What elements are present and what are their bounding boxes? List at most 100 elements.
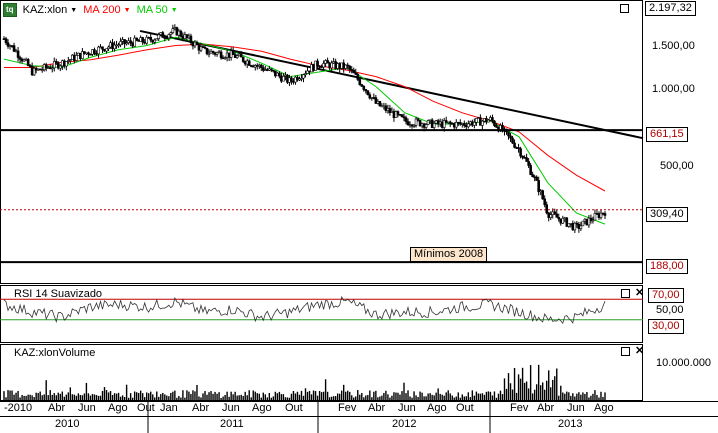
- ma200-label[interactable]: MA 200: [83, 3, 121, 16]
- candle-body: [460, 123, 464, 125]
- candle-body: [89, 53, 92, 56]
- candle-body: [155, 38, 159, 41]
- volume-title[interactable]: KAZ:xlonVolume: [14, 347, 96, 359]
- candle-body: [211, 50, 215, 54]
- month-label: Abr: [537, 402, 555, 414]
- candle-body: [537, 180, 540, 193]
- candle-body: [571, 223, 575, 231]
- volume-maximize-icon[interactable]: [621, 347, 630, 356]
- candle-body: [491, 117, 494, 122]
- candle-body: [42, 64, 46, 70]
- candle-body: [501, 124, 504, 132]
- candle-body: [123, 39, 126, 45]
- candle-body: [259, 64, 263, 68]
- candle-body: [310, 64, 313, 73]
- candle-body: [386, 108, 390, 111]
- candle-body: [338, 63, 341, 69]
- candle-body: [471, 121, 474, 126]
- candle-body: [48, 67, 52, 70]
- maximize-icon[interactable]: [620, 4, 629, 13]
- candle-body: [113, 44, 116, 50]
- candle-body: [452, 123, 456, 128]
- candle-body: [579, 225, 583, 229]
- month-label: Abr: [192, 402, 210, 414]
- candle-body: [529, 165, 532, 175]
- candle-body: [79, 52, 82, 59]
- candle-body: [304, 73, 307, 76]
- rsi-maximize-icon[interactable]: [621, 289, 630, 298]
- ma50-label[interactable]: MA 50: [136, 3, 168, 16]
- candle-body: [390, 110, 394, 113]
- candle-body: [551, 211, 555, 215]
- candle-body: [589, 217, 593, 221]
- month-label: Ago: [252, 402, 272, 414]
- candle-body: [117, 44, 120, 47]
- ticker-dropdown-icon[interactable]: ▼: [70, 6, 78, 14]
- candle-body: [412, 125, 416, 127]
- candle-body: [521, 155, 524, 158]
- candle-body: [257, 64, 261, 67]
- candle-body: [247, 60, 251, 66]
- candle-body: [177, 30, 181, 36]
- price-tick-1500: 1.500,00: [652, 40, 695, 52]
- candle-body: [400, 114, 404, 118]
- candle-body: [109, 42, 112, 48]
- candle-body: [312, 64, 315, 71]
- candle-body: [227, 52, 231, 58]
- month-label: Abr: [48, 402, 66, 414]
- candle-body: [20, 58, 24, 62]
- candle-body: [583, 218, 587, 222]
- candle-body: [456, 122, 460, 124]
- candle-body: [131, 42, 134, 47]
- candle-body: [294, 76, 297, 83]
- ma50-dropdown-icon[interactable]: ▼: [170, 6, 178, 14]
- candle-body: [149, 37, 153, 41]
- candle-body: [414, 118, 418, 126]
- candle-body: [539, 190, 542, 193]
- candle-body: [559, 218, 563, 224]
- candle-body: [513, 142, 516, 148]
- candle-body: [58, 65, 62, 69]
- chart-legend: tq KAZ:xlon ▼ MA 200 ▼ MA 50 ▼: [3, 3, 181, 17]
- candle-body: [462, 123, 466, 126]
- candle-body: [280, 75, 283, 82]
- candle-body: [527, 161, 530, 166]
- candle-body: [545, 204, 549, 214]
- candle-body: [241, 56, 245, 62]
- candle-body: [523, 157, 526, 159]
- candle-body: [509, 135, 512, 139]
- candle-body: [161, 32, 165, 38]
- candle-body: [300, 77, 303, 80]
- candle-body: [237, 53, 241, 57]
- candle-body: [195, 41, 199, 46]
- rsi-close-icon[interactable]: ✕: [635, 287, 645, 299]
- candle-body: [324, 60, 327, 64]
- candle-body: [56, 62, 60, 69]
- candle-body: [442, 120, 446, 128]
- candle-body: [63, 60, 66, 67]
- candle-body: [448, 121, 452, 124]
- candle-body: [454, 122, 458, 128]
- candle-body: [593, 213, 597, 221]
- candle-body: [165, 37, 169, 40]
- candle-body: [251, 65, 255, 68]
- candle-body: [308, 70, 311, 73]
- candle-body: [595, 213, 599, 215]
- candle-body: [533, 176, 536, 179]
- candle-body: [585, 218, 589, 226]
- candle-body: [173, 27, 177, 29]
- rsi-title[interactable]: RSI 14 Suavizado: [14, 288, 103, 300]
- candle-body: [276, 72, 279, 77]
- candle-body: [231, 50, 235, 55]
- candle-body: [372, 97, 376, 99]
- candle-body: [489, 117, 492, 121]
- ma200-dropdown-icon[interactable]: ▼: [123, 6, 131, 14]
- ticker-label[interactable]: KAZ:xlon: [22, 3, 68, 16]
- volume-close-icon[interactable]: ✕: [635, 345, 645, 357]
- candle-body: [46, 67, 50, 69]
- candle-body: [328, 62, 331, 69]
- candle-body: [181, 35, 185, 39]
- candle-body: [2, 38, 6, 40]
- candle-body: [125, 42, 128, 45]
- candle-body: [193, 41, 197, 47]
